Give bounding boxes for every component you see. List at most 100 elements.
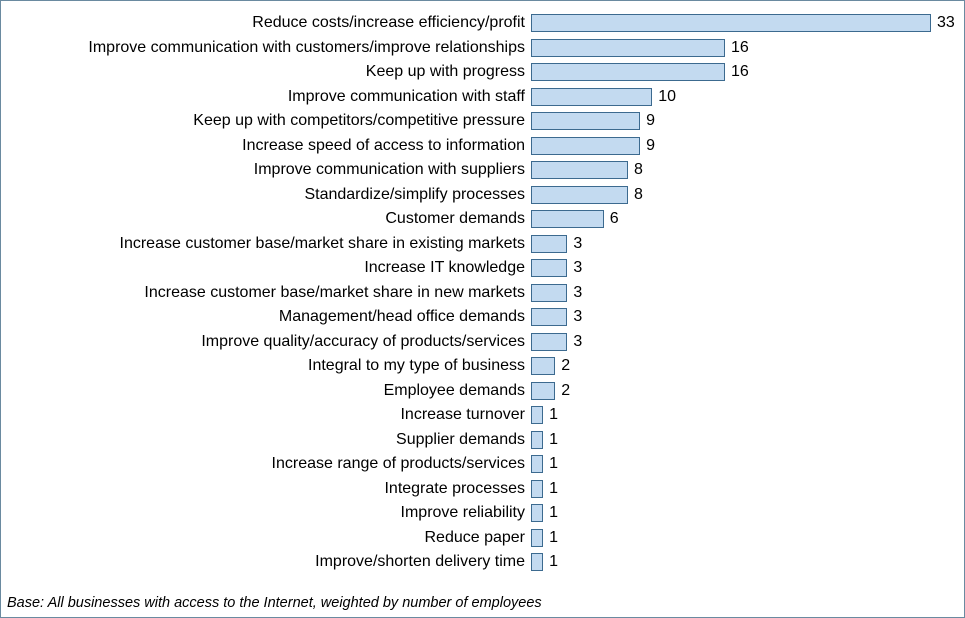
bar xyxy=(531,39,725,57)
chart-row: Increase IT knowledge 3 xyxy=(1,256,964,281)
bar-value: 3 xyxy=(573,334,582,350)
bar xyxy=(531,455,543,473)
bar-cell: 8 xyxy=(531,183,964,208)
chart-row: Increase customer base/market share in e… xyxy=(1,232,964,257)
bar xyxy=(531,382,555,400)
bar-label: Increase turnover xyxy=(1,407,531,423)
bar xyxy=(531,284,567,302)
bar-cell: 1 xyxy=(531,403,964,428)
bar-value: 6 xyxy=(610,211,619,227)
footnote: Base: All businesses with access to the … xyxy=(7,595,542,611)
bar-cell: 1 xyxy=(531,501,964,526)
chart-row: Improve/shorten delivery time1 xyxy=(1,550,964,575)
bar-value: 1 xyxy=(549,554,558,570)
bar-cell: 1 xyxy=(531,452,964,477)
bar xyxy=(531,480,543,498)
bar-label: Management/head office demands xyxy=(1,309,531,325)
bar-value: 2 xyxy=(561,358,570,374)
bar xyxy=(531,235,567,253)
bar-value: 3 xyxy=(573,309,582,325)
bar-cell: 33 xyxy=(531,11,964,36)
bar-label: Keep up with progress xyxy=(1,64,531,80)
bar-value: 16 xyxy=(731,64,749,80)
bar-cell: 3 xyxy=(531,232,964,257)
bar-label: Improve communication with suppliers xyxy=(1,162,531,178)
bar xyxy=(531,308,567,326)
bar-value: 1 xyxy=(549,432,558,448)
bar xyxy=(531,431,543,449)
bar-cell: 1 xyxy=(531,477,964,502)
bar-cell: 1 xyxy=(531,526,964,551)
chart-row: Standardize/simplify processes 8 xyxy=(1,183,964,208)
bar-value: 8 xyxy=(634,187,643,203)
bar-label: Increase speed of access to information xyxy=(1,138,531,154)
bar-value: 10 xyxy=(658,89,676,105)
bar-value: 2 xyxy=(561,383,570,399)
bar-value: 3 xyxy=(573,285,582,301)
chart-row: Integral to my type of business 2 xyxy=(1,354,964,379)
bar-label: Increase customer base/market share in e… xyxy=(1,236,531,252)
bar-label: Integral to my type of business xyxy=(1,358,531,374)
bar xyxy=(531,333,567,351)
bar-label: Reduce costs/increase efficiency/profit xyxy=(1,15,531,31)
chart-row: Supplier demands 1 xyxy=(1,428,964,453)
bar-value: 3 xyxy=(573,260,582,276)
bar-cell: 16 xyxy=(531,60,964,85)
bar-label: Keep up with competitors/competitive pre… xyxy=(1,113,531,129)
bar-label: Improve quality/accuracy of products/ser… xyxy=(1,334,531,350)
bar-value: 33 xyxy=(937,15,955,31)
bar-label: Supplier demands xyxy=(1,432,531,448)
bar-cell: 3 xyxy=(531,281,964,306)
bar xyxy=(531,529,543,547)
chart-row: Reduce costs/increase efficiency/profit 3… xyxy=(1,11,964,36)
bar-cell: 3 xyxy=(531,330,964,355)
bar xyxy=(531,186,628,204)
bar xyxy=(531,259,567,277)
chart-row: Keep up with competitors/competitive pre… xyxy=(1,109,964,134)
chart-row: Increase turnover1 xyxy=(1,403,964,428)
bar-label: Increase range of products/services xyxy=(1,456,531,472)
chart-row: Improve communication with staff 10 xyxy=(1,85,964,110)
bar-cell: 1 xyxy=(531,550,964,575)
bar xyxy=(531,504,543,522)
bar-value: 8 xyxy=(634,162,643,178)
bar-label: Employee demands xyxy=(1,383,531,399)
bar-label: Increase IT knowledge xyxy=(1,260,531,276)
bar-cell: 16 xyxy=(531,36,964,61)
bar-value: 9 xyxy=(646,138,655,154)
bar-value: 3 xyxy=(573,236,582,252)
chart-row: Increase speed of access to information 9 xyxy=(1,134,964,159)
bar-cell: 9 xyxy=(531,134,964,159)
bar-label: Increase customer base/market share in n… xyxy=(1,285,531,301)
chart-row: Improve communication with customers/imp… xyxy=(1,36,964,61)
bar-cell: 2 xyxy=(531,379,964,404)
bar-cell: 1 xyxy=(531,428,964,453)
bar-chart: Reduce costs/increase efficiency/profit 3… xyxy=(1,11,964,575)
chart-row: Management/head office demands 3 xyxy=(1,305,964,330)
bar-cell: 3 xyxy=(531,256,964,281)
chart-row: Keep up with progress 16 xyxy=(1,60,964,85)
bar-label: Improve communication with staff xyxy=(1,89,531,105)
bar-cell: 10 xyxy=(531,85,964,110)
bar-value: 1 xyxy=(549,481,558,497)
bar-label: Customer demands xyxy=(1,211,531,227)
bar xyxy=(531,406,543,424)
bar xyxy=(531,553,543,571)
bar xyxy=(531,161,628,179)
chart-row: Improve communication with suppliers 8 xyxy=(1,158,964,183)
chart-row: Increase customer base/market share in n… xyxy=(1,281,964,306)
bar-value: 1 xyxy=(549,505,558,521)
chart-row: Reduce paper1 xyxy=(1,526,964,551)
bar xyxy=(531,137,640,155)
bar xyxy=(531,88,652,106)
bar-label: Integrate processes xyxy=(1,481,531,497)
bar-label: Standardize/simplify processes xyxy=(1,187,531,203)
bar-cell: 9 xyxy=(531,109,964,134)
bar-value: 1 xyxy=(549,530,558,546)
bar xyxy=(531,357,555,375)
bar xyxy=(531,112,640,130)
bar-value: 1 xyxy=(549,456,558,472)
bar-value: 16 xyxy=(731,40,749,56)
chart-row: Employee demands 2 xyxy=(1,379,964,404)
chart-row: Customer demands 6 xyxy=(1,207,964,232)
